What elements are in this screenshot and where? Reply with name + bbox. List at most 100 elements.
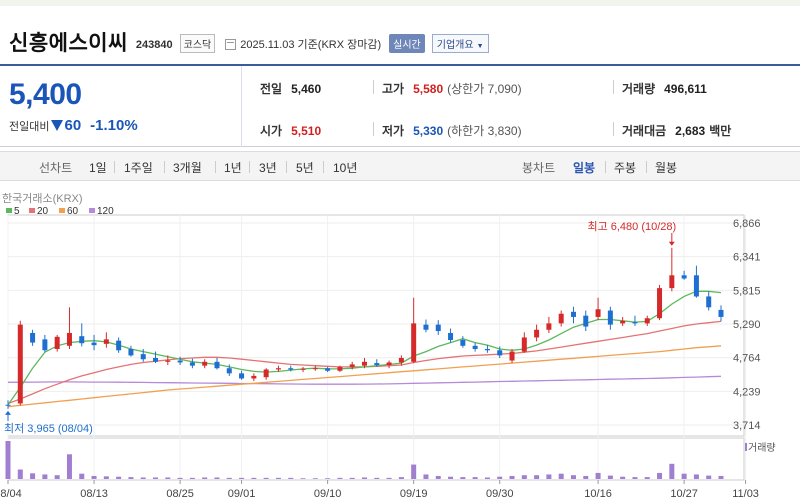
volume-bar [472, 477, 478, 479]
volume-label: 거래량 [622, 82, 656, 96]
line-chart-label: 선차트 [39, 161, 73, 175]
candle [546, 316, 552, 333]
candle [423, 319, 429, 333]
candle-body [657, 288, 663, 319]
candle-body [312, 368, 318, 370]
candle [509, 348, 515, 364]
volume-bar [435, 475, 441, 479]
current-price: 5,400 [9, 78, 82, 111]
change-label: 전일대비 [9, 120, 50, 133]
high-item: 고가 5,580 (상한가 7,090) [382, 80, 522, 97]
divider [164, 161, 165, 173]
low-item: 저가 5,330 (하한가 3,830) [382, 122, 522, 139]
candle-body [30, 332, 36, 343]
candle-body [42, 339, 48, 351]
company-overview-button[interactable]: 기업개요 ▼ [431, 34, 489, 53]
volume-bar [374, 477, 380, 479]
change-value: 60 [64, 117, 82, 134]
volume-bar [140, 477, 146, 479]
volume-bar [337, 477, 343, 479]
candle-body [706, 296, 712, 308]
low-value: 5,330 [413, 124, 444, 138]
candle-body [103, 339, 109, 344]
candle [153, 351, 159, 364]
candle [583, 310, 589, 332]
volume-item: 거래량 496,611 [622, 80, 707, 97]
volume-bar [693, 474, 699, 479]
volume-bar [681, 473, 687, 479]
amount-label: 거래대금 [622, 124, 667, 138]
market-badge: 코스닥 [179, 34, 216, 53]
tab-3year[interactable]: 3년 [259, 161, 277, 175]
tab-1day[interactable]: 1일 [89, 161, 107, 175]
candle-body [362, 361, 367, 366]
candle-body [472, 345, 478, 349]
candle [521, 332, 527, 353]
tab-5year[interactable]: 5년 [296, 161, 314, 175]
volume-bar [521, 475, 527, 479]
candle [386, 360, 392, 369]
volume-plot-frame [7, 437, 745, 481]
prev-close-label: 전일 [260, 82, 283, 96]
candle [251, 373, 257, 382]
tab-weekly[interactable]: 주봉 [614, 161, 637, 175]
volume-bar [288, 477, 294, 479]
volume-bar [239, 477, 245, 479]
candlestick-chart: 한국거래소(KRX) 5 20 60 120 6,866 6,341 5,815 5,290… [0, 192, 776, 500]
candle [448, 328, 454, 343]
current-price-cell: 5,400 전일대비 60 -1.10% [0, 66, 242, 147]
price-info-grid: 전일 5,460 고가 5,580 (상한가 7,090) 거래량 496,61… [242, 66, 800, 147]
x-tick-label: 09/30 [486, 488, 514, 500]
down-arrow-icon [51, 120, 64, 131]
candle-body [398, 357, 404, 363]
volume-bar [460, 477, 466, 479]
volume-bar [17, 469, 23, 479]
high-arrow-head [668, 241, 675, 246]
realtime-button[interactable]: 실시간 [389, 34, 425, 53]
candle-body [214, 361, 220, 369]
candle [595, 297, 601, 321]
tab-daily[interactable]: 일봉 [573, 161, 596, 175]
tab-1year[interactable]: 1년 [224, 161, 242, 175]
tab-3month[interactable]: 3개월 [173, 161, 202, 175]
candle [140, 348, 146, 362]
tab-1week[interactable]: 1주일 [124, 161, 153, 175]
candle-body [497, 350, 503, 356]
candle-body [570, 311, 576, 317]
y-tick-label: 6,341 [733, 252, 761, 264]
prev-close-value: 5,460 [291, 82, 322, 96]
candle [607, 306, 613, 330]
candle-body [153, 357, 159, 362]
candle-body [5, 404, 11, 406]
volume-bar [632, 477, 638, 479]
volume-legend-swatch [745, 443, 747, 451]
low-label: 저가 [382, 124, 405, 138]
candle [312, 365, 318, 371]
divider [613, 122, 614, 136]
candle-body [386, 362, 392, 366]
tab-10year[interactable]: 10년 [333, 161, 358, 175]
candle-body [17, 324, 23, 404]
volume-bar [595, 472, 601, 479]
legend-label: 120 [97, 206, 114, 217]
volume-bar [153, 477, 159, 479]
tab-monthly[interactable]: 월봉 [655, 161, 678, 175]
candle [116, 337, 122, 353]
amount-value: 2,683 [675, 124, 706, 138]
candle-body [251, 375, 257, 379]
volume-bar [79, 473, 85, 479]
volume-bar [275, 477, 281, 479]
volume-bar [42, 474, 48, 479]
open-label: 시가 [260, 124, 283, 138]
divider [373, 80, 374, 94]
open-value: 5,510 [291, 124, 322, 138]
volume-bar [128, 477, 134, 479]
chart-source-label: 한국거래소(KRX) [2, 192, 83, 205]
candle [54, 334, 60, 352]
volume-bar [497, 476, 503, 479]
candle [165, 355, 171, 366]
price-summary: 5,400 전일대비 60 -1.10% 전일 5,460 고가 5,580 (… [0, 64, 800, 147]
candle-body [349, 364, 355, 367]
candle-body [607, 310, 613, 325]
candle [620, 316, 626, 326]
